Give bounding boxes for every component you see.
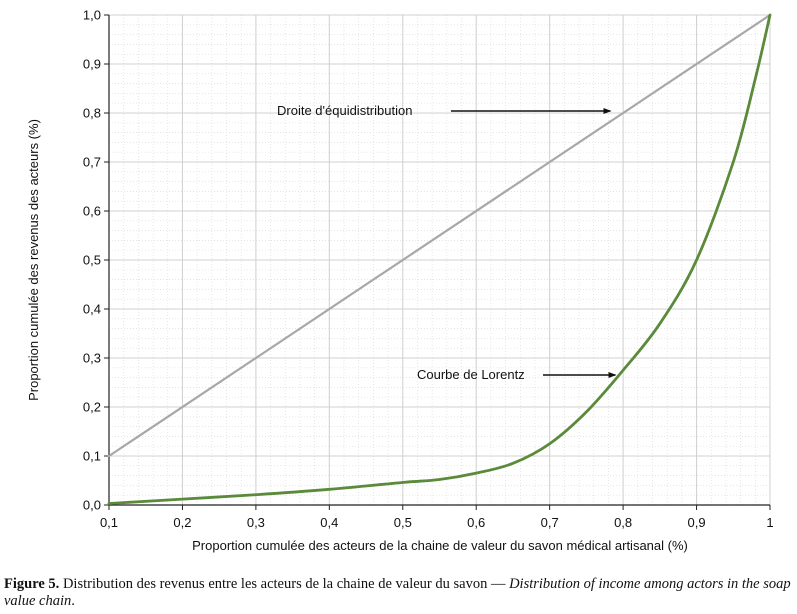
y-tick-label: 0,6 bbox=[83, 204, 101, 219]
x-tick-label: 1 bbox=[766, 515, 773, 530]
series-lines bbox=[107, 13, 772, 505]
axes bbox=[104, 14, 771, 510]
x-tick-label: 0,8 bbox=[614, 515, 632, 530]
annotation-lorenz-label: Courbe de Lorentz bbox=[417, 367, 525, 382]
tick-labels: 0,1 0,2 0,3 0,4 0,5 0,6 0,7 0,8 0,9 1 0,0 0,1 0,2 0,3… bbox=[83, 8, 774, 531]
grid bbox=[108, 14, 771, 506]
y-tick-label: 0,8 bbox=[83, 106, 101, 121]
y-tick-label: 0,4 bbox=[83, 302, 101, 317]
y-tick-label: 0,9 bbox=[83, 57, 101, 72]
x-tick-label: 0,7 bbox=[541, 515, 559, 530]
y-tick-label: 0,1 bbox=[83, 449, 101, 464]
y-tick-label: 0,0 bbox=[83, 498, 101, 513]
x-tick-label: 0,5 bbox=[394, 515, 412, 530]
y-tick-label: 1,0 bbox=[83, 8, 101, 23]
x-axis-label: Proportion cumulée des acteurs de la cha… bbox=[192, 538, 688, 553]
y-tick-label: 0,7 bbox=[83, 155, 101, 170]
x-tick-label: 0,2 bbox=[173, 515, 191, 530]
x-tick-label: 0,6 bbox=[467, 515, 485, 530]
x-tick-label: 0,1 bbox=[100, 515, 118, 530]
figure-caption: Figure 5. Distribution des revenus entre… bbox=[4, 576, 794, 610]
y-tick-label: 0,3 bbox=[83, 351, 101, 366]
caption-text-fr: Distribution des revenus entre les acteu… bbox=[59, 576, 510, 592]
annotations: Droite d'équidistribution Courbe de Loren… bbox=[277, 103, 617, 382]
x-tick-label: 0,4 bbox=[320, 515, 338, 530]
lorenz-chart: 0,1 0,2 0,3 0,4 0,5 0,6 0,7 0,8 0,9 1 0,0 0,1 0,2 0,3… bbox=[26, 8, 774, 554]
x-tick-label: 0,9 bbox=[688, 515, 706, 530]
y-axis-label: Proportion cumulée des revenus des acteu… bbox=[26, 119, 41, 401]
y-tick-label: 0,2 bbox=[83, 400, 101, 415]
series-equidistribution-line bbox=[107, 13, 772, 458]
caption-end: . bbox=[71, 593, 75, 609]
y-tick-label: 0,5 bbox=[83, 253, 101, 268]
x-tick-label: 0,3 bbox=[247, 515, 265, 530]
annotation-equidistribution-label: Droite d'équidistribution bbox=[277, 103, 412, 118]
caption-text-en: Distribution of income among actors in t… bbox=[4, 576, 791, 609]
series-lorenz-curve bbox=[107, 13, 772, 505]
caption-label: Figure 5. bbox=[4, 576, 60, 592]
